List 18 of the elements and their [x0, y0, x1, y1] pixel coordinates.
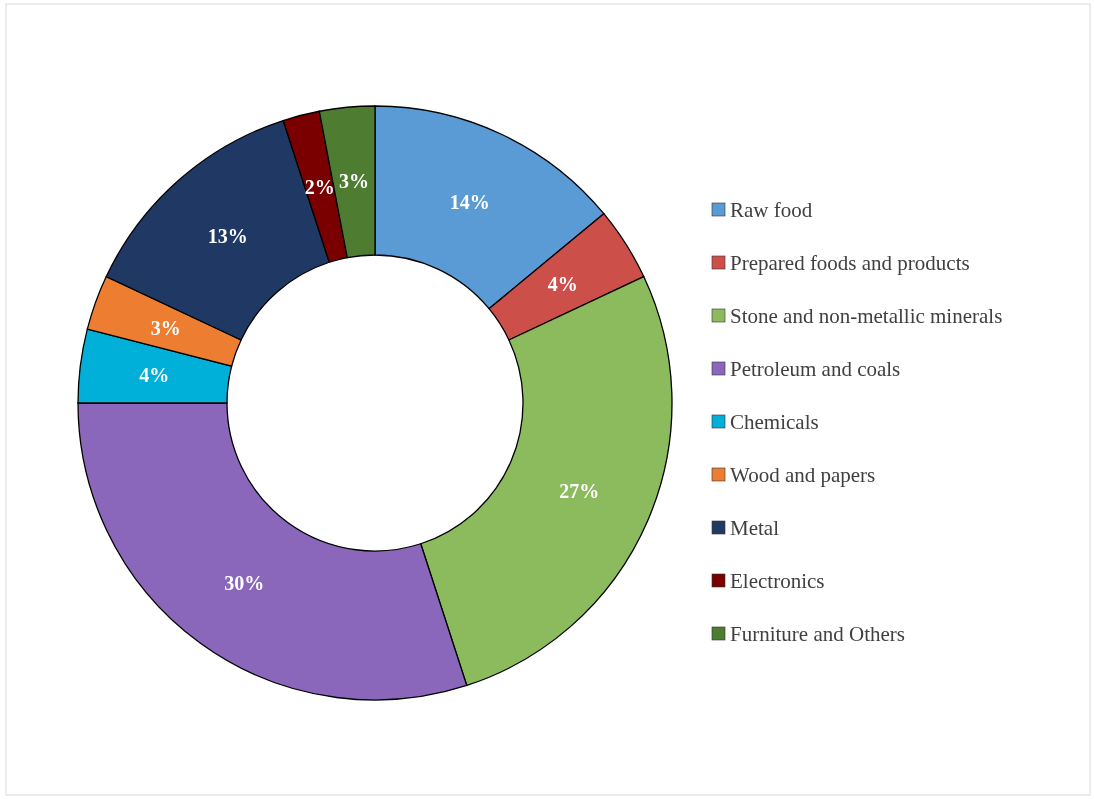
data-label: 3%	[339, 170, 370, 193]
legend-label: Raw food	[730, 198, 813, 223]
data-label: 27%	[559, 480, 600, 503]
legend-label: Wood and papers	[730, 463, 876, 488]
data-label: 30%	[224, 572, 265, 595]
legend-label: Chemicals	[730, 410, 819, 435]
data-label: 4%	[139, 364, 170, 387]
legend-label: Metal	[730, 516, 780, 541]
data-label: 3%	[150, 316, 181, 339]
legend-label: Electronics	[730, 569, 825, 594]
legend-label: Furniture and Others	[730, 622, 905, 647]
data-label: 14%	[449, 190, 490, 213]
data-label: 13%	[207, 225, 248, 248]
legend-label: Stone and non-metallic minerals	[730, 304, 1003, 329]
data-label: 4%	[547, 272, 578, 295]
data-label: 2%	[304, 176, 335, 199]
legend-label: Prepared foods and products	[730, 251, 970, 276]
legend-label: Petroleum and coals	[730, 357, 901, 382]
